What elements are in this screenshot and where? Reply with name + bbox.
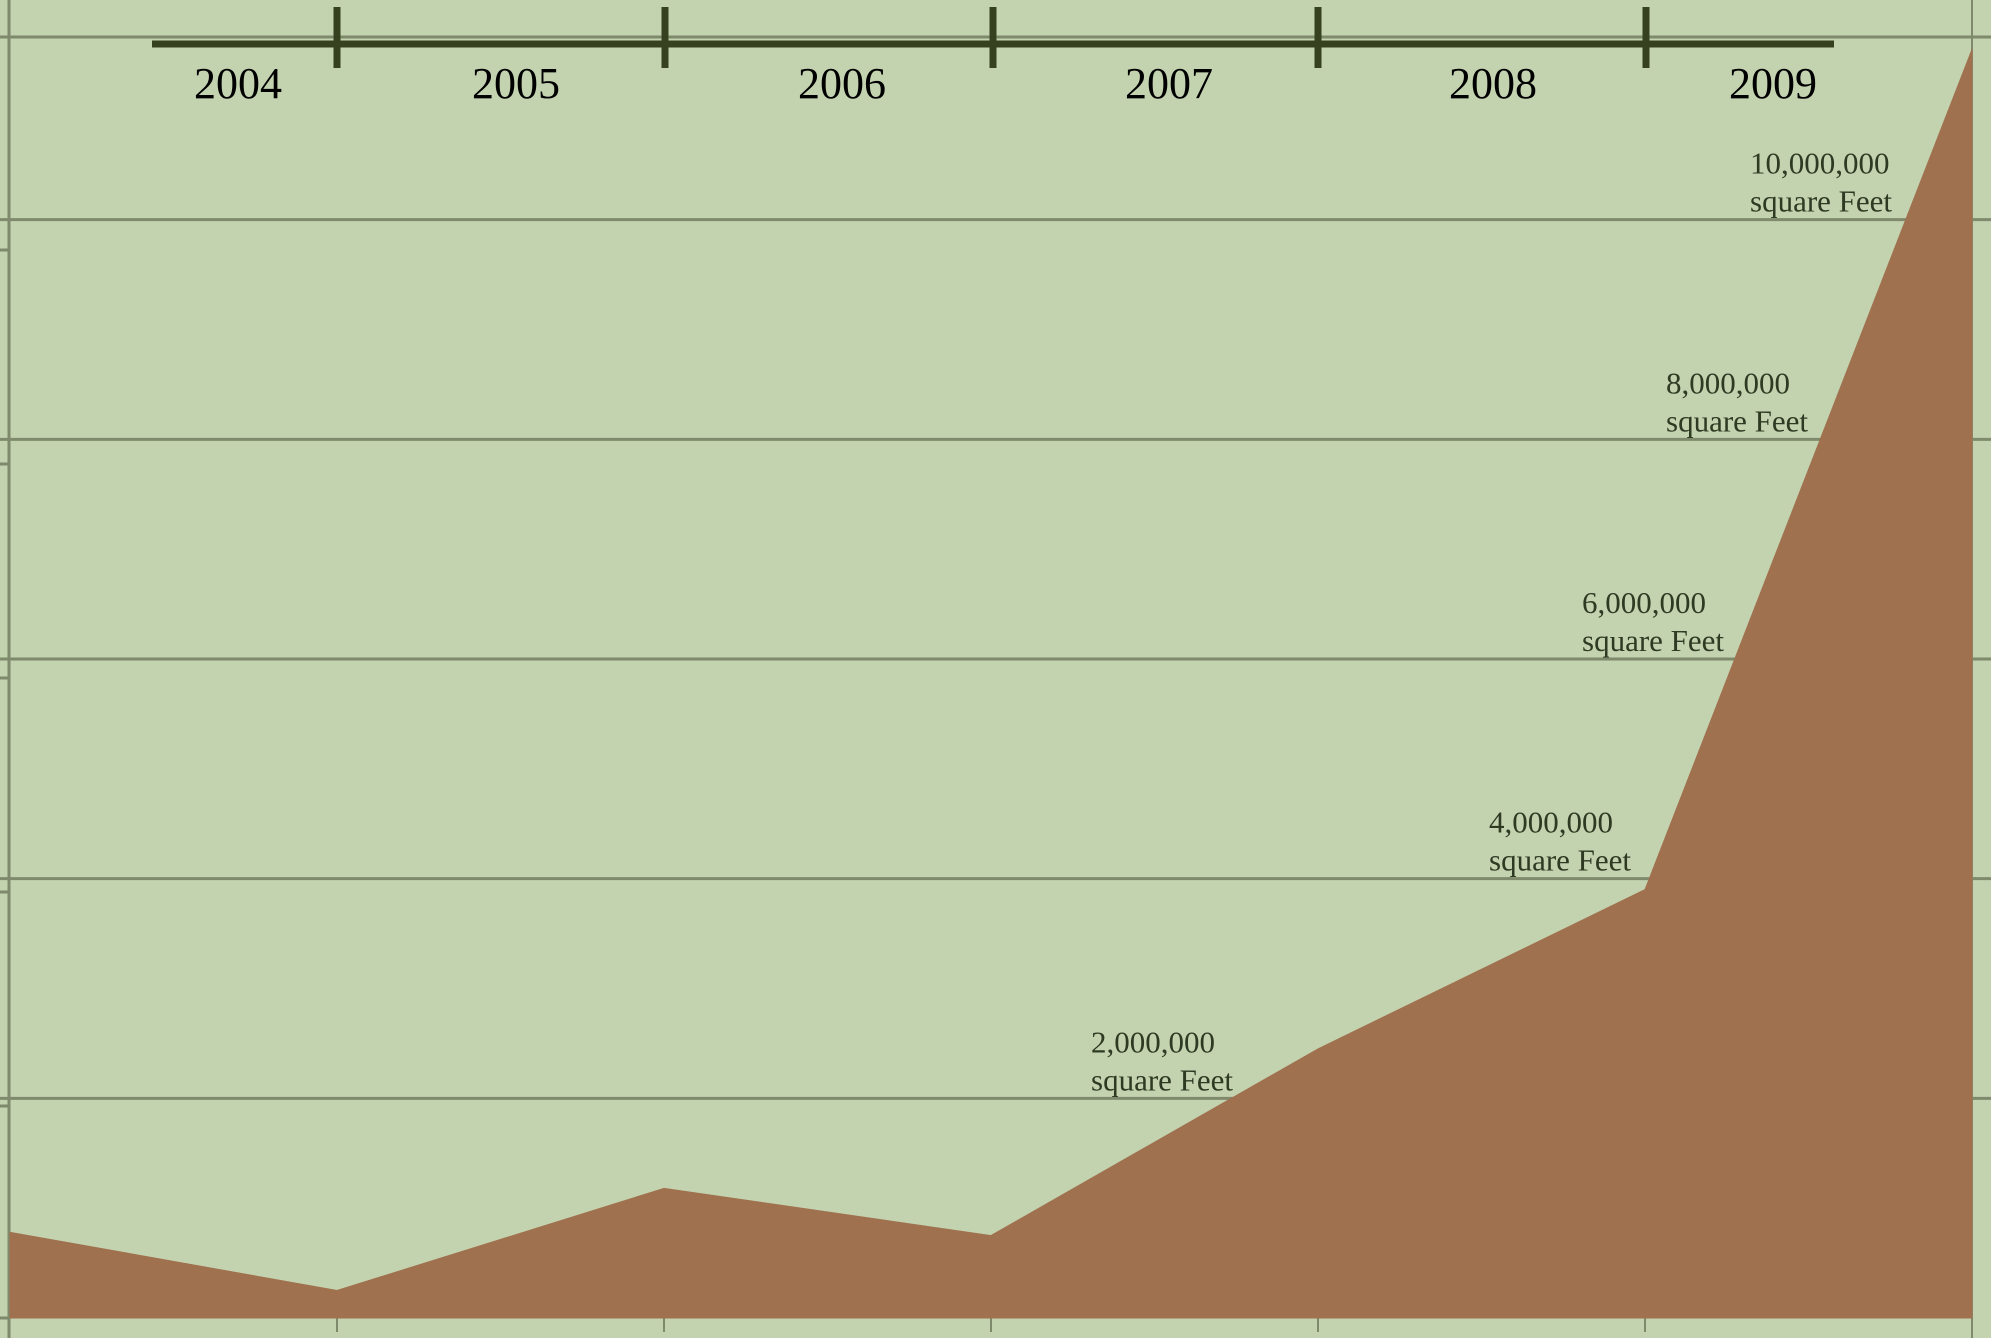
- gridline-unit-label: square Feet: [1489, 843, 1631, 878]
- area-series: [9, 49, 1973, 1319]
- gridline-unit-label: square Feet: [1582, 623, 1724, 658]
- gridline-value-label: 2,000,000: [1091, 1024, 1215, 1059]
- year-label: 2004: [194, 59, 282, 108]
- year-label: 2005: [472, 59, 560, 108]
- gridline-unit-label: square Feet: [1091, 1062, 1233, 1097]
- gridline-value-label: 8,000,000: [1666, 365, 1790, 400]
- gridline-value-label: 6,000,000: [1582, 585, 1706, 620]
- year-label: 2007: [1125, 59, 1213, 108]
- gridline-value-label: 4,000,000: [1489, 805, 1613, 840]
- gridline-value-label: 10,000,000: [1750, 146, 1890, 181]
- year-label: 2009: [1729, 59, 1817, 108]
- timeline: 2004 2005 2006 2007 2008 2009: [152, 7, 1834, 108]
- year-label: 2008: [1449, 59, 1537, 108]
- year-label: 2006: [798, 59, 886, 108]
- gridline-unit-label: square Feet: [1666, 403, 1808, 438]
- gridline-unit-label: square Feet: [1750, 184, 1892, 219]
